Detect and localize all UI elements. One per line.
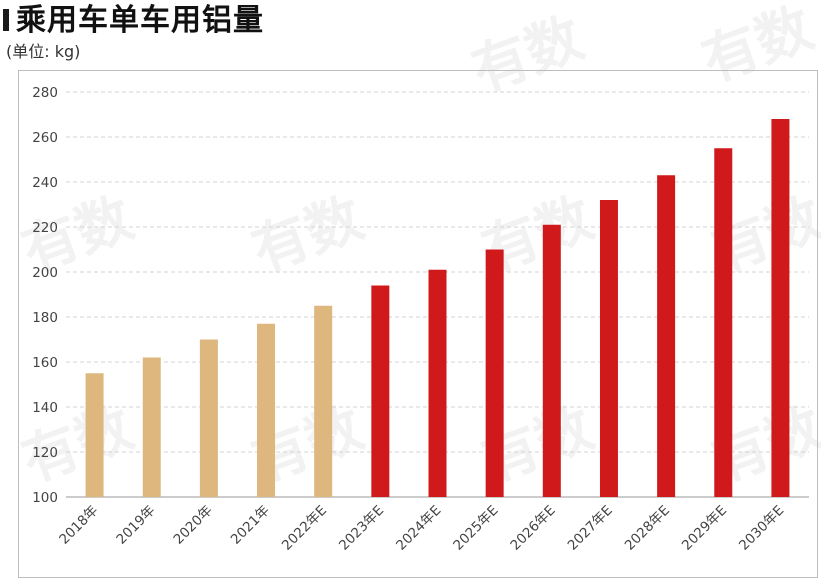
x-tick-label: 2023年E xyxy=(336,503,387,554)
bar xyxy=(142,357,161,497)
bar xyxy=(428,269,447,497)
y-tick-label: 260 xyxy=(32,130,58,146)
y-tick-label: 280 xyxy=(32,85,58,101)
x-tick-label: 2022年E xyxy=(279,503,330,554)
bar xyxy=(657,175,676,497)
bar xyxy=(714,148,733,497)
y-tick-label: 220 xyxy=(32,220,58,236)
x-tick-label: 2020年 xyxy=(171,503,216,548)
bar xyxy=(199,339,218,497)
x-tick-label: 2026年E xyxy=(507,503,558,554)
x-tick-label: 2024年E xyxy=(393,503,444,554)
bar xyxy=(314,305,333,497)
x-tick-label: 2025年E xyxy=(450,503,501,554)
bar-chart: 100 120 140 160 180 200 220 240 260 280 2018年 2019年… xyxy=(32,85,809,554)
x-tick-label: 2021年 xyxy=(228,503,273,548)
x-tick-label: 2030年E xyxy=(736,503,787,554)
y-tick-label: 100 xyxy=(32,490,58,506)
x-tick-label: 2027年E xyxy=(565,503,616,554)
bar xyxy=(542,224,561,497)
x-tick-label: 2028年E xyxy=(622,503,673,554)
chart-title: 乘用车单车用铝量 xyxy=(16,3,264,38)
y-tick-label: 140 xyxy=(32,400,58,416)
bar xyxy=(599,200,618,497)
y-tick-label: 180 xyxy=(32,310,58,326)
chart-frame: 100 120 140 160 180 200 220 240 260 280 2018年 2019年… xyxy=(18,70,818,578)
bar xyxy=(85,373,104,497)
y-tick-label: 240 xyxy=(32,175,58,191)
unit-label: (单位: kg) xyxy=(6,42,81,61)
title-marker xyxy=(3,9,9,31)
y-tick-label: 160 xyxy=(32,355,58,371)
x-tick-label: 2018年 xyxy=(56,503,101,548)
y-tick-label: 120 xyxy=(32,445,58,461)
bar xyxy=(485,249,504,497)
bar xyxy=(371,285,390,497)
x-tick-label: 2019年 xyxy=(113,503,158,548)
bar xyxy=(771,119,790,497)
x-tick-label: 2029年E xyxy=(679,503,730,554)
y-tick-label: 200 xyxy=(32,265,58,281)
bar xyxy=(257,323,276,497)
